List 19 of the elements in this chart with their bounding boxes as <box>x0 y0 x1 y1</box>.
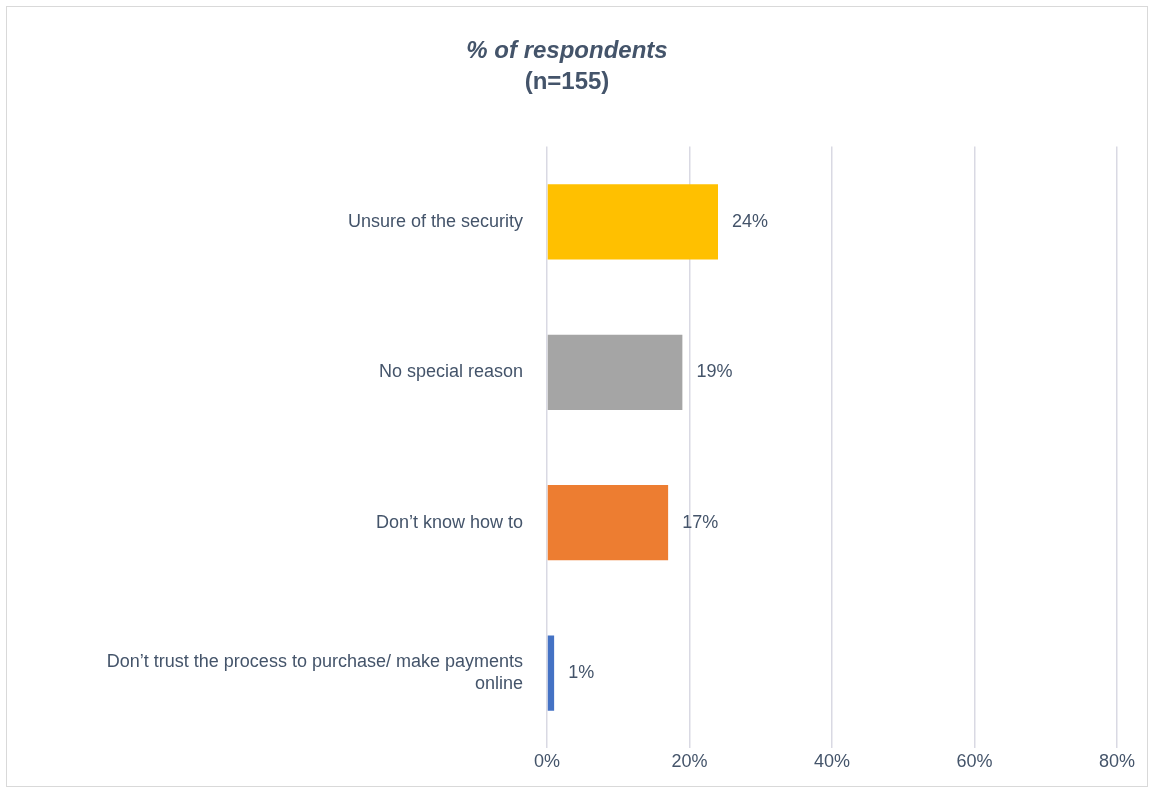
y-tick-label: Unsure of the security <box>347 210 523 231</box>
data-label: 24% <box>732 210 769 231</box>
x-tick-label: 20% <box>671 751 708 772</box>
chart-title: % of respondents <box>466 36 668 64</box>
bar <box>547 184 718 260</box>
y-tick-label: Don’t know how to <box>375 511 523 532</box>
chart-subtitle: (n=155) <box>524 66 610 94</box>
x-tick-label: 0% <box>533 751 561 772</box>
y-tick-label: Don’t trust the process to purchase/ make payments online <box>106 651 523 693</box>
bar <box>547 334 683 410</box>
bar <box>547 635 555 711</box>
x-tick-label: 80% <box>1098 751 1136 772</box>
data-label: 1% <box>568 662 595 683</box>
y-tick-label: No special reason <box>378 361 523 382</box>
x-tick-label: 40% <box>813 751 851 772</box>
data-label: 17% <box>682 511 719 532</box>
x-tick-label: 60% <box>956 751 993 772</box>
bar <box>547 485 669 561</box>
data-label: 19% <box>696 361 733 382</box>
